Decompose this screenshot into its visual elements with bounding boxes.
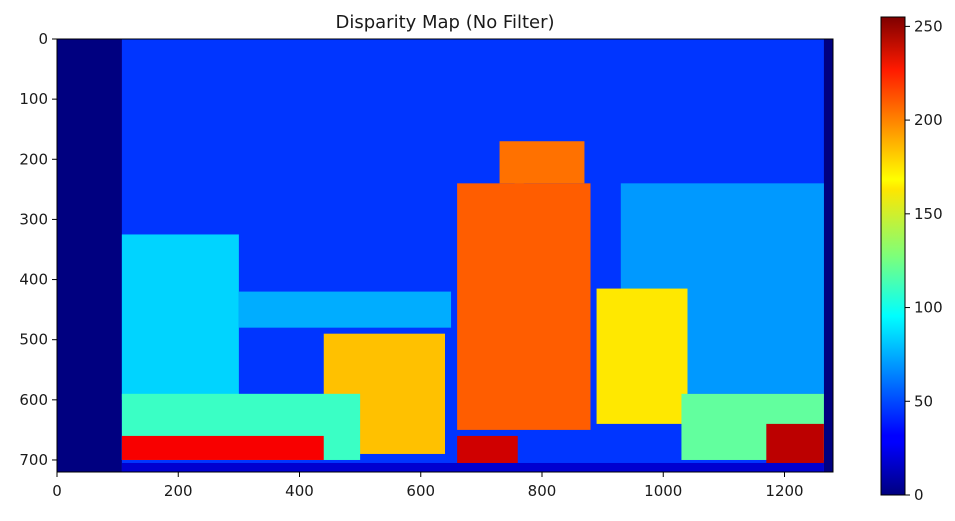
colorbar-tick-label: 150 [914,205,943,223]
region-left-border [57,39,122,472]
heatmap-regions [57,39,833,472]
y-tick-label: 400 [19,271,48,289]
y-tick-label: 700 [19,451,48,469]
colorbar-tick-label: 0 [914,486,924,504]
y-axis: 0 100 200 300 400 500 600 700 [19,30,57,469]
colorbar-tick-label: 250 [914,17,943,35]
colorbar-tick-label: 100 [914,299,943,317]
y-tick-label: 300 [19,210,48,228]
colorbar-gradient [880,16,906,496]
colorbar-tick-label: 200 [914,111,943,129]
plot-frame [56,38,834,473]
x-tick-label: 800 [528,482,557,500]
x-tick-label: 1000 [644,482,682,500]
colorbar: 0 50 100 150 200 250 [880,16,943,504]
x-tick-label: 400 [285,482,314,500]
y-tick-label: 600 [19,391,48,409]
x-tick-label: 600 [406,482,435,500]
colorbar-tick-label: 50 [914,392,933,410]
colorbar-ticks: 0 50 100 150 200 250 [905,17,943,504]
region-right-border [823,39,833,472]
y-tick-label: 100 [19,90,48,108]
y-tick-label: 500 [19,331,48,349]
region-mid-bar [238,291,452,328]
x-tick-label: 1200 [765,482,803,500]
region-bottom-strip [121,462,824,472]
region-floor-near-right [766,423,824,466]
y-tick-label: 200 [19,150,48,168]
x-tick-label: 200 [164,482,193,500]
x-tick-label: 0 [52,482,62,500]
x-axis: 0 200 400 600 800 1000 1200 [52,472,804,500]
region-robot-head [499,141,585,184]
region-robot-base [457,183,591,430]
y-tick-label: 0 [38,30,48,48]
chart-title: Disparity Map (No Filter) [335,12,554,33]
region-robot-mast [514,144,524,184]
heatmap-plot-area [57,39,833,472]
region-right-box [596,288,688,424]
region-left-shelf [121,234,239,400]
region-floor-near-left [121,435,324,460]
